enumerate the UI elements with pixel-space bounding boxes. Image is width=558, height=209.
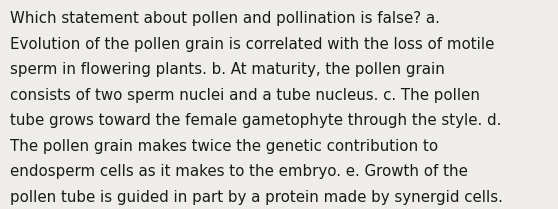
Text: Evolution of the pollen grain is correlated with the loss of motile: Evolution of the pollen grain is correla… (10, 37, 494, 52)
Text: tube grows toward the female gametophyte through the style. d.: tube grows toward the female gametophyte… (10, 113, 502, 129)
Text: sperm in flowering plants. b. At maturity, the pollen grain: sperm in flowering plants. b. At maturit… (10, 62, 445, 78)
Text: endosperm cells as it makes to the embryo. e. Growth of the: endosperm cells as it makes to the embry… (10, 164, 468, 180)
Text: pollen tube is guided in part by a protein made by synergid cells.: pollen tube is guided in part by a prote… (10, 190, 503, 205)
Text: Which statement about pollen and pollination is false? a.: Which statement about pollen and pollina… (10, 11, 440, 27)
Text: consists of two sperm nuclei and a tube nucleus. c. The pollen: consists of two sperm nuclei and a tube … (10, 88, 480, 103)
Text: The pollen grain makes twice the genetic contribution to: The pollen grain makes twice the genetic… (10, 139, 438, 154)
